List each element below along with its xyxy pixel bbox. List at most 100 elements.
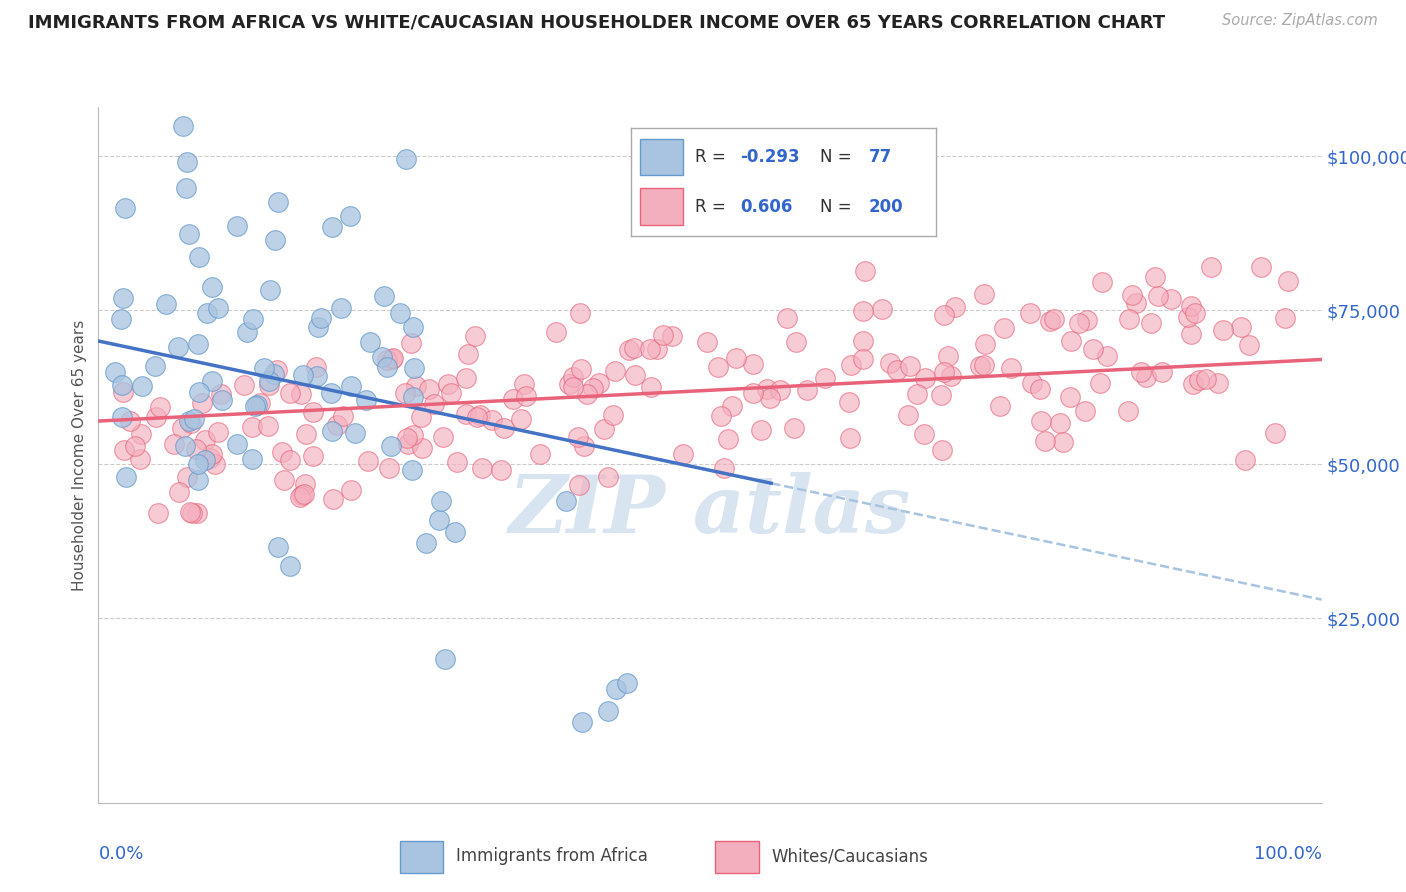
Point bbox=[755, 382, 778, 396]
Point bbox=[186, 507, 208, 521]
Point bbox=[1160, 293, 1182, 307]
Point bbox=[502, 392, 524, 406]
Point bbox=[211, 392, 233, 407]
Text: 200: 200 bbox=[869, 198, 904, 216]
Point bbox=[1049, 416, 1071, 430]
Point bbox=[1206, 376, 1229, 390]
Point bbox=[932, 309, 955, 323]
Point bbox=[111, 291, 134, 305]
Point bbox=[879, 356, 901, 370]
Point bbox=[204, 457, 226, 471]
Point bbox=[515, 389, 537, 403]
Point bbox=[481, 412, 503, 426]
Point bbox=[1021, 376, 1043, 390]
Point bbox=[898, 359, 921, 374]
Point bbox=[1042, 311, 1064, 326]
Point bbox=[596, 469, 619, 483]
Point bbox=[1152, 365, 1174, 379]
Point bbox=[1180, 299, 1202, 313]
Point bbox=[302, 405, 325, 419]
Point bbox=[405, 379, 427, 393]
Point bbox=[1028, 382, 1050, 396]
FancyBboxPatch shape bbox=[399, 841, 443, 873]
Point bbox=[198, 451, 221, 466]
Text: 100.0%: 100.0% bbox=[1254, 845, 1322, 863]
Point bbox=[575, 386, 598, 401]
Point bbox=[249, 396, 271, 410]
Point bbox=[226, 219, 249, 234]
Point bbox=[1139, 316, 1161, 330]
Point bbox=[437, 376, 460, 391]
Point bbox=[616, 676, 638, 690]
Point bbox=[561, 380, 583, 394]
Point bbox=[870, 302, 893, 317]
Point bbox=[509, 412, 531, 426]
Point bbox=[776, 311, 799, 326]
Point bbox=[129, 452, 152, 467]
Point bbox=[187, 473, 209, 487]
Point bbox=[1125, 296, 1147, 310]
Point bbox=[446, 455, 468, 469]
Point bbox=[311, 311, 333, 326]
Point bbox=[569, 362, 592, 376]
Point bbox=[555, 493, 578, 508]
Point bbox=[1074, 403, 1097, 417]
Point bbox=[304, 359, 326, 374]
Point bbox=[454, 370, 477, 384]
Point bbox=[932, 365, 955, 379]
Point bbox=[1076, 312, 1098, 326]
Point bbox=[375, 352, 398, 367]
Point bbox=[112, 384, 135, 399]
Point bbox=[759, 391, 782, 405]
Point bbox=[418, 382, 440, 396]
Point bbox=[1234, 452, 1257, 467]
Point bbox=[242, 312, 264, 326]
Point bbox=[114, 201, 136, 215]
Point bbox=[307, 319, 329, 334]
Point bbox=[624, 368, 647, 382]
Text: Whites/Caucasians: Whites/Caucasians bbox=[770, 847, 928, 865]
Point bbox=[111, 378, 134, 392]
Point bbox=[492, 421, 515, 435]
Text: -0.293: -0.293 bbox=[741, 148, 800, 166]
Point bbox=[1144, 270, 1167, 285]
Point bbox=[707, 359, 730, 374]
Point bbox=[465, 409, 488, 424]
Point bbox=[454, 407, 477, 421]
Point bbox=[434, 652, 457, 666]
Point bbox=[332, 409, 354, 424]
Point bbox=[886, 363, 908, 377]
Point bbox=[257, 378, 280, 392]
Point bbox=[796, 383, 818, 397]
Point bbox=[319, 386, 342, 401]
Point bbox=[131, 379, 153, 393]
Point bbox=[931, 442, 953, 457]
Point bbox=[430, 493, 453, 508]
Point bbox=[378, 460, 401, 475]
Point bbox=[322, 491, 344, 506]
Point bbox=[294, 427, 316, 442]
Point bbox=[605, 681, 627, 696]
Point bbox=[240, 420, 263, 434]
Point bbox=[464, 328, 486, 343]
Point bbox=[264, 233, 287, 247]
Point bbox=[163, 437, 186, 451]
Point bbox=[645, 342, 668, 356]
Point bbox=[1118, 311, 1140, 326]
Point bbox=[598, 704, 620, 718]
Point bbox=[180, 417, 202, 431]
Point bbox=[148, 507, 170, 521]
Point bbox=[292, 368, 315, 383]
Point bbox=[330, 301, 353, 315]
Point bbox=[373, 289, 395, 303]
Point bbox=[851, 334, 873, 348]
Point bbox=[371, 351, 394, 365]
Point bbox=[143, 359, 166, 373]
Point bbox=[339, 209, 361, 223]
Point bbox=[207, 425, 229, 440]
Point bbox=[411, 441, 433, 455]
Point bbox=[1129, 365, 1152, 379]
Point bbox=[1081, 342, 1104, 356]
Point bbox=[582, 381, 605, 395]
Point bbox=[207, 301, 229, 315]
